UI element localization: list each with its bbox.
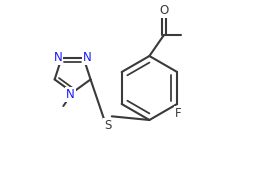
Text: N: N [66,88,75,100]
Text: N: N [83,51,91,64]
Text: N: N [54,51,62,64]
Text: S: S [104,119,111,132]
Text: O: O [159,4,168,17]
Text: F: F [175,107,182,120]
